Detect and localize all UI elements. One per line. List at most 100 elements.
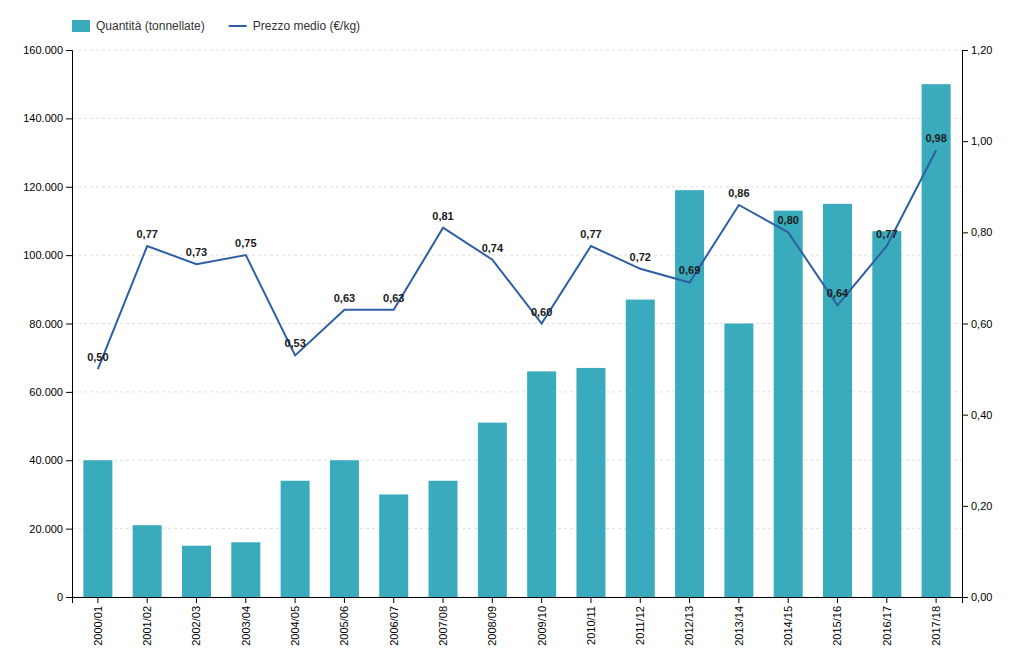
data-label: 0,50 — [87, 351, 108, 363]
y2-axis: 0,000,200,400,600,801,001,20 — [962, 44, 992, 603]
x-tick-label: 2015/16 — [831, 606, 843, 646]
x-tick: 2007/08 — [437, 597, 449, 646]
bar — [330, 460, 359, 597]
bar — [83, 460, 112, 597]
x-tick-mark — [837, 597, 838, 603]
x-tick-mark — [640, 597, 641, 603]
y2-tick: 0,80 — [962, 226, 992, 238]
y-tick-label: 60.000 — [29, 386, 63, 398]
legend: Quantità (tonnellate)Prezzo medio (€/kg) — [72, 19, 360, 33]
x-tick-mark — [492, 597, 493, 603]
y-tick-mark — [66, 392, 72, 393]
x-tick-label: 2000/01 — [92, 606, 104, 646]
data-label: 0,73 — [186, 246, 207, 258]
x-tick-mark — [245, 597, 246, 603]
y2-tick-label: 1,20 — [971, 44, 992, 56]
y-tick: 20.000 — [29, 523, 72, 535]
axis-line — [963, 51, 969, 598]
x-tick-mark — [443, 597, 444, 603]
data-label: 0,77 — [136, 228, 157, 240]
data-label: 0,53 — [284, 337, 305, 349]
x-tick-mark — [147, 597, 148, 603]
y2-tick-mark — [962, 506, 968, 507]
x-tick: 2005/06 — [338, 597, 350, 646]
grid-line — [72, 186, 962, 187]
x-tick-label: 2014/15 — [782, 606, 794, 646]
data-label: 0,69 — [679, 264, 700, 276]
legend-swatch — [229, 25, 247, 27]
axis-line — [73, 598, 963, 604]
x-tick: 2014/15 — [782, 597, 794, 646]
x-tick-mark — [886, 597, 887, 603]
y-tick-label: 140.000 — [23, 112, 63, 124]
x-tick-label: 2001/02 — [141, 606, 153, 646]
bar — [379, 494, 408, 597]
bar — [823, 204, 852, 597]
x-tick: 2010/11 — [585, 597, 597, 645]
grid — [72, 50, 962, 597]
x-tick: 2017/18 — [930, 597, 942, 646]
x-tick-label: 2013/14 — [733, 606, 745, 646]
data-label: 0,63 — [334, 292, 355, 304]
x-tick: 2000/01 — [92, 597, 104, 646]
x-tick: 2004/05 — [289, 597, 301, 646]
x-tick: 2013/14 — [733, 597, 745, 646]
x-tick: 2011/12 — [634, 597, 646, 645]
x-tick-label: 2005/06 — [338, 606, 350, 646]
data-label: 0,80 — [777, 214, 798, 226]
data-label: 0,60 — [531, 306, 552, 318]
y-tick-label: 80.000 — [29, 318, 63, 330]
x-tick-mark — [295, 597, 296, 603]
x-tick-mark — [393, 597, 394, 603]
y-tick-mark — [66, 324, 72, 325]
x-tick-label: 2010/11 — [585, 606, 597, 645]
x-tick-label: 2016/17 — [881, 606, 893, 646]
x-tick-label: 2006/07 — [388, 606, 400, 646]
x-tick-label: 2002/03 — [190, 606, 202, 646]
bar — [182, 546, 211, 597]
y-tick-label: 20.000 — [29, 523, 63, 535]
legend-label: Prezzo medio (€/kg) — [253, 19, 360, 33]
data-label: 0,77 — [580, 228, 601, 240]
bar — [527, 371, 556, 597]
y-tick: 160.000 — [23, 44, 72, 56]
bar — [724, 324, 753, 598]
y-tick: 60.000 — [29, 386, 72, 398]
y2-tick: 0,20 — [962, 500, 992, 512]
y2-tick-label: 0,20 — [971, 500, 992, 512]
bar — [872, 231, 901, 597]
x-axis: 2000/012001/022002/032003/042004/052005/… — [73, 597, 963, 646]
data-label: 0,81 — [432, 210, 453, 222]
y-tick-mark — [66, 255, 72, 256]
y-axis: 020.00040.00060.00080.000100.000120.0001… — [23, 44, 72, 603]
bar — [626, 300, 655, 597]
y-tick: 120.000 — [23, 181, 72, 193]
x-tick-mark — [738, 597, 739, 603]
x-tick-label: 2011/12 — [634, 606, 646, 645]
legend-swatch — [72, 20, 90, 32]
y2-tick-label: 0,80 — [971, 226, 992, 238]
y-tick-mark — [66, 460, 72, 461]
x-tick-mark — [788, 597, 789, 603]
x-tick-mark — [590, 597, 591, 603]
bar — [922, 84, 951, 597]
data-label: 0,77 — [876, 228, 897, 240]
data-label: 0,75 — [235, 237, 256, 249]
y-tick-label: 120.000 — [23, 181, 63, 193]
y-tick-mark — [66, 529, 72, 530]
y-tick: 100.000 — [23, 249, 72, 261]
y-tick: 80.000 — [29, 318, 72, 330]
x-tick-mark — [936, 597, 937, 603]
x-tick: 2016/17 — [881, 597, 893, 646]
x-tick: 2015/16 — [831, 597, 843, 646]
y-tick-mark — [66, 118, 72, 119]
x-tick-label: 2012/13 — [683, 606, 695, 646]
grid-line — [72, 50, 962, 51]
x-tick-label: 2007/08 — [437, 606, 449, 646]
chart: 0,500,770,730,750,530,630,630,810,740,60… — [0, 0, 1024, 669]
x-tick-label: 2004/05 — [289, 606, 301, 646]
data-label: 0,72 — [630, 251, 651, 263]
bar — [133, 525, 162, 597]
y-tick-label: 100.000 — [23, 249, 63, 261]
bar — [774, 211, 803, 597]
